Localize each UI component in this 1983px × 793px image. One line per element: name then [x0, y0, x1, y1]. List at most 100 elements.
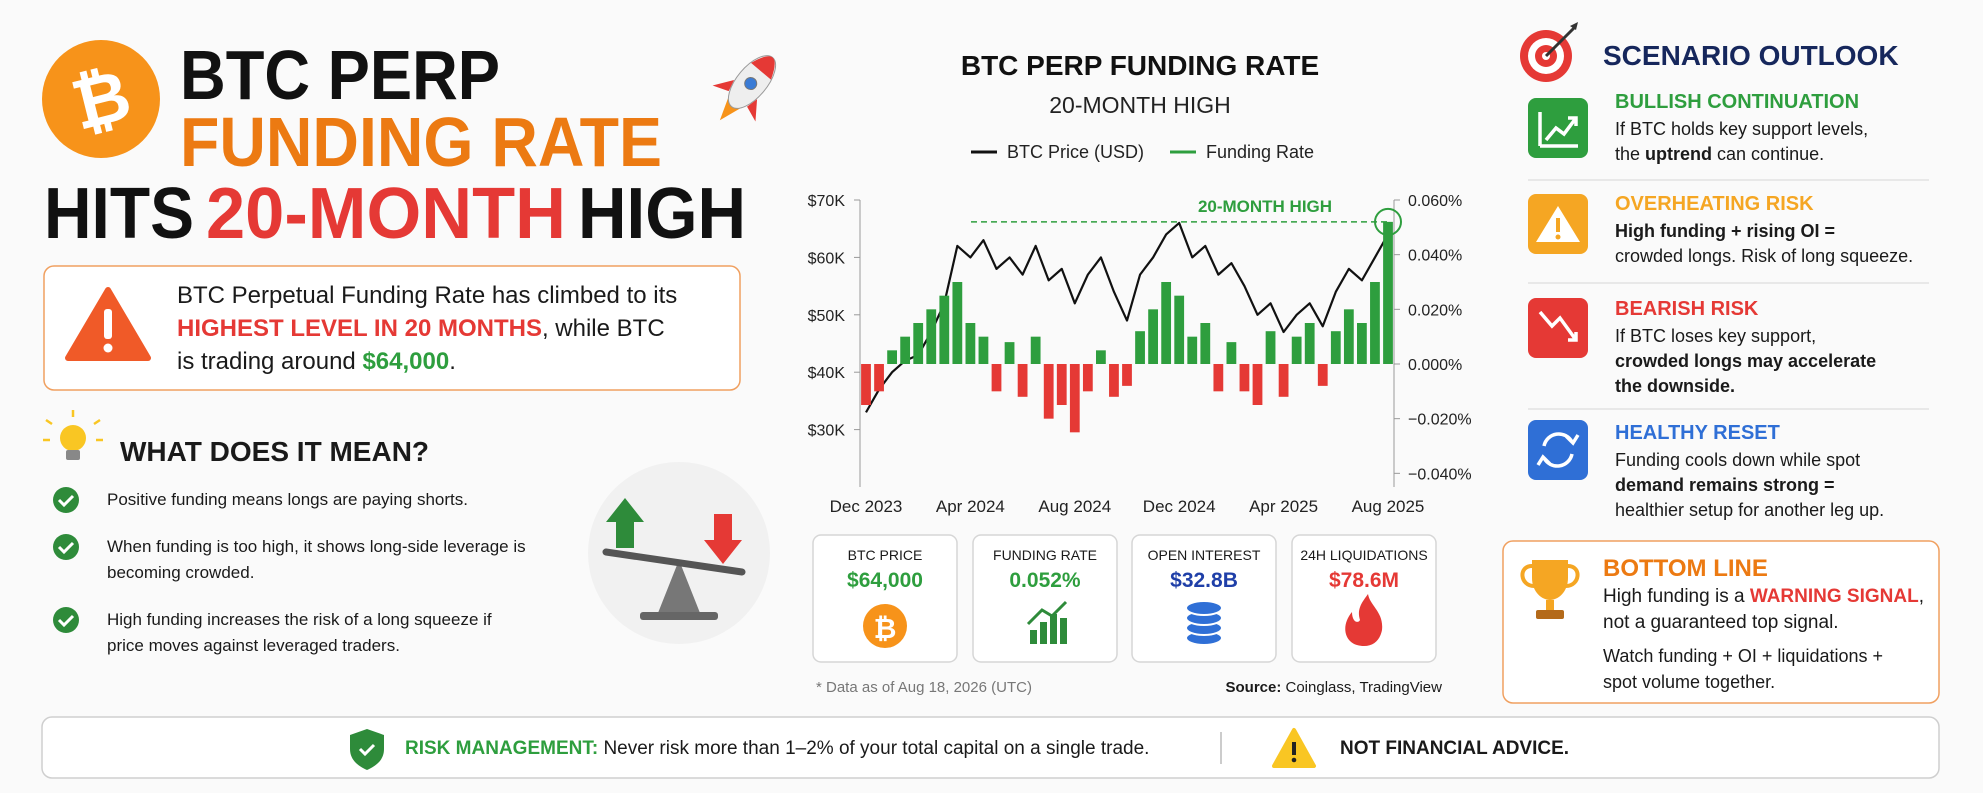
funding-bar: [913, 323, 924, 364]
y2-tick-label: 0.000%: [1408, 357, 1462, 374]
funding-bar: [939, 295, 950, 364]
source: Source: Coinglass, TradingView: [1225, 680, 1442, 695]
legend-label: BTC Price (USD): [1007, 142, 1144, 162]
text-line: the downside.: [1615, 377, 1735, 395]
funding-bar: [1069, 364, 1080, 433]
text-run: spot volume together.: [1603, 672, 1776, 692]
y-tick-label: $40K: [808, 365, 846, 382]
text-line: healthier setup for another leg up.: [1615, 501, 1884, 519]
x-tick-label: Aug 2024: [1038, 497, 1111, 516]
funding-bar: [1056, 364, 1067, 405]
annotation-circle: [1374, 207, 1402, 236]
funding-bar: [1135, 331, 1145, 364]
x-tick-label: Dec 2023: [830, 497, 903, 516]
bullet-text: price moves against leveraged traders.: [107, 636, 400, 655]
warning-dot: [103, 343, 113, 353]
y-tick-label: $30K: [808, 423, 846, 440]
text-run: WARNING SIGNAL: [1749, 586, 1919, 607]
text-line: is trading around $64,000.: [177, 350, 456, 374]
rocket-icon: [712, 55, 777, 122]
funding-bar: [1278, 364, 1289, 397]
text-line: HIGHEST LEVEL IN 20 MONTHS, while BTC: [177, 317, 665, 341]
text-line: crowded longs. Risk of long squeeze.: [1615, 247, 1913, 265]
funding-bar: [1343, 309, 1354, 364]
title-line: FUNDING RATE: [180, 103, 662, 181]
check-icons: [53, 487, 79, 633]
funding-bar: [900, 336, 911, 364]
text-run: Source:: [1225, 679, 1282, 696]
text-line: spot volume together.: [1603, 673, 1775, 691]
risk-note: RISK MANAGEMENT: Never risk more than 1–…: [405, 739, 1149, 758]
text-line: High funding is a WARNING SIGNAL,: [1603, 587, 1924, 606]
shield-check: [358, 743, 376, 757]
text-run: Coinglass, TradingView: [1281, 679, 1443, 696]
y2-tick-label: 0.040%: [1408, 248, 1462, 265]
caution-dot: [1291, 757, 1297, 763]
text-run: uptrend: [1645, 144, 1713, 164]
y-tick-label: $60K: [808, 250, 846, 267]
x-tick-label: Dec 2024: [1143, 497, 1216, 516]
funding-bar: [887, 350, 897, 364]
funding-bar: [1200, 323, 1211, 364]
text-run: ,: [1918, 586, 1924, 607]
bitcoin-icon: [863, 604, 907, 648]
funding-bar: [1252, 364, 1263, 405]
overheat-mark: [1556, 218, 1560, 232]
section-title: WHAT DOES IT MEAN?: [120, 436, 430, 467]
bulb-icon: [43, 410, 103, 460]
fire-icon: [1345, 594, 1383, 646]
text-line: BTC Perpetual Funding Rate has climbed t…: [177, 284, 677, 308]
text-line: Funding cools down while spot: [1615, 451, 1860, 469]
y-tick-label: $50K: [808, 308, 846, 325]
funding-bar: [1370, 282, 1380, 364]
funding-bar: [1148, 309, 1158, 364]
legend-label: Funding Rate: [1206, 142, 1314, 162]
funding-bar: [926, 309, 937, 364]
bitcoin-logo: [42, 40, 160, 158]
disclaimer: NOT FINANCIAL ADVICE.: [1340, 738, 1570, 759]
chart-title: BTC PERP FUNDING RATE: [961, 50, 1319, 81]
text-run: , while BTC: [541, 315, 665, 342]
stat-label: OPEN INTEREST: [1147, 547, 1261, 563]
bottom-line-box: [1502, 540, 1940, 704]
scenario-title: BULLISH CONTINUATION: [1615, 91, 1860, 113]
stat-label: FUNDING RATE: [993, 547, 1097, 563]
funding-bar: [1122, 364, 1132, 386]
text-run: crowded longs. Risk of long squeeze.: [1615, 246, 1914, 266]
funding-bar: [1096, 350, 1106, 364]
text-run: $64,000: [362, 348, 450, 375]
chart-subtitle: 20-MONTH HIGH: [1049, 92, 1230, 118]
funding-bar: [1304, 323, 1315, 364]
text-line: crowded longs may accelerate: [1615, 352, 1876, 370]
dividers: [1528, 179, 1929, 410]
database-icon: [1185, 600, 1223, 646]
annotation-label: 20-MONTH HIGH: [1198, 197, 1332, 216]
trophy-icon: [1520, 560, 1580, 619]
y2-tick-label: −0.040%: [1408, 466, 1472, 483]
text-run: .: [449, 348, 456, 375]
bottom-line-title: BOTTOM LINE: [1603, 555, 1768, 582]
bitcoin-symbol: ₿: [874, 613, 897, 644]
funding-bar: [1161, 282, 1172, 364]
text-run: If BTC loses key support,: [1615, 326, 1817, 346]
funding-bar: [1291, 336, 1302, 364]
bullet-text: High funding increases the risk of a lon…: [107, 610, 492, 629]
x-tick-label: Aug 2025: [1352, 497, 1425, 516]
caution-mark: [1292, 742, 1296, 755]
text-run: High funding + rising OI =: [1615, 221, 1835, 241]
text-run: healthier setup for another leg up.: [1615, 500, 1885, 520]
text-line: demand remains strong =: [1615, 476, 1835, 494]
funding-bar: [1226, 342, 1237, 364]
text-run: Funding cools down while spot: [1615, 450, 1861, 470]
overheat-dot: [1555, 234, 1561, 240]
text-run: RISK MANAGEMENT:: [405, 738, 599, 759]
stat-value: $32.8B: [1170, 569, 1238, 592]
text-run: High funding is a: [1603, 586, 1750, 607]
bearish-icon: [1528, 298, 1588, 358]
text-run: is trading around: [177, 348, 363, 375]
scenario-title: BEARISH RISK: [1615, 298, 1759, 320]
title-word: HITS: [44, 174, 194, 254]
title-line: BTC PERP: [180, 36, 500, 114]
funding-bar: [1187, 336, 1198, 364]
